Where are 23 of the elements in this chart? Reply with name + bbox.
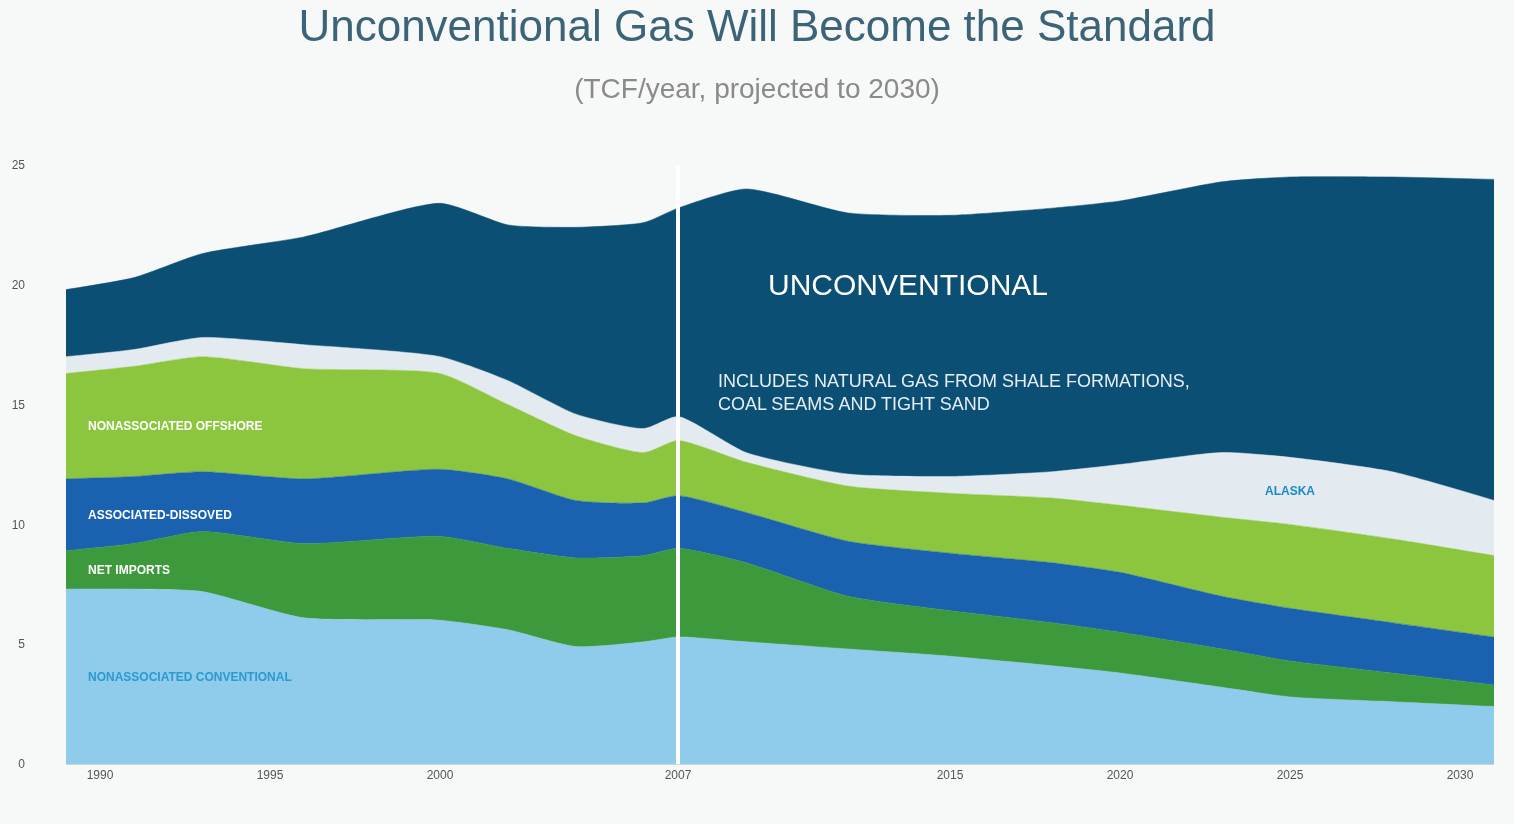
- x-tick-label: 2007: [664, 768, 692, 783]
- x-tick-label: 1995: [256, 768, 284, 783]
- x-tick-label: 2000: [426, 768, 454, 783]
- y-tick-label: 20: [11, 278, 26, 292]
- y-tick-label: 10: [11, 517, 26, 532]
- annotation: INCLUDES NATURAL GAS FROM SHALE FORMATIONS, COAL SEAMS AND TIGHT SAND: [718, 371, 1190, 415]
- series-label: UNCONVENTIONAL: [768, 268, 1049, 301]
- x-tick-label: 2030: [1446, 768, 1474, 783]
- series-label: ALASKA: [1265, 484, 1316, 498]
- chart-title: Unconventional Gas Will Become the Standard: [298, 1, 1216, 51]
- series-label: NET IMPORTS: [88, 563, 171, 577]
- chart-subtitle: (TCF/year, projected to 2030): [574, 73, 940, 105]
- series-label: NONASSOCIATED CONVENTIONAL: [88, 670, 292, 684]
- series-label: ASSOCIATED-DISSOVED: [88, 508, 233, 522]
- x-tick-label: 2025: [1276, 768, 1304, 783]
- x-tick-label: 1990: [86, 768, 114, 783]
- series-label: NONASSOCIATED OFFSHORE: [88, 419, 263, 433]
- x-tick-label: 2020: [1106, 768, 1134, 783]
- y-tick-label: 5: [18, 637, 26, 652]
- y-tick-label: 0: [18, 757, 26, 772]
- y-tick-label: 25: [11, 158, 26, 173]
- y-tick-label: 15: [11, 397, 26, 412]
- x-tick-label: 2015: [936, 768, 964, 783]
